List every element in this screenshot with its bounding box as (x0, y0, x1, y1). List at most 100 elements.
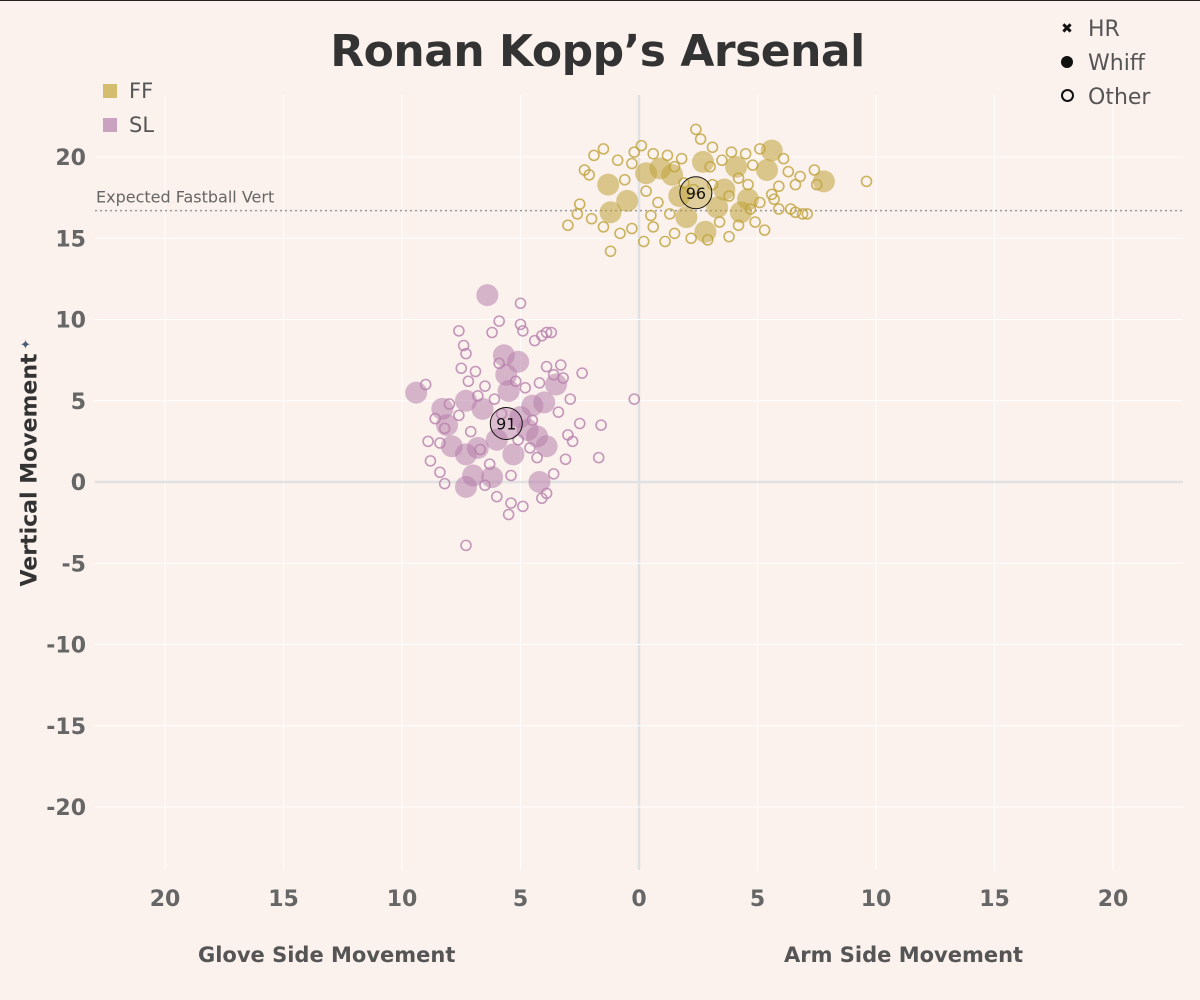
sl-other-point (526, 414, 539, 427)
sl-other-point (519, 381, 532, 394)
ff-other-point (732, 219, 745, 232)
sl-whiff-point (528, 471, 551, 493)
ff-whiff-point (812, 170, 835, 193)
ff-whiff-point (599, 201, 622, 224)
legend-item-hr[interactable]: ✖ HR (1058, 12, 1150, 46)
sl-whiff-point (436, 414, 459, 437)
x-tick-label: 20 (150, 887, 181, 912)
sl-other-point (517, 500, 529, 513)
ff-other-point (754, 196, 766, 209)
ff-other-point (573, 198, 586, 210)
ff-other-point (614, 227, 626, 240)
ff-other-point (749, 216, 761, 228)
sl-other-point (514, 318, 527, 331)
ff-other-point (768, 193, 780, 206)
ff-other-point (597, 221, 610, 233)
ff-other-point (690, 123, 702, 136)
ff-other-point (611, 154, 624, 167)
ff-other-point (713, 216, 726, 228)
ff-other-point (725, 146, 738, 158)
open-circle-icon (1058, 89, 1076, 105)
sl-other-point (559, 453, 572, 466)
ff-other-point (773, 203, 785, 215)
ff-whiff-point (635, 162, 658, 185)
ff-whiff-point (616, 189, 639, 212)
sl-other-point (573, 417, 586, 430)
sl-whiff-point (454, 389, 477, 412)
ff-other-point (664, 208, 676, 220)
sl-velocity-label: 91 (496, 415, 516, 434)
y-tick-label: 20 (55, 146, 86, 171)
ff-other-point (746, 159, 759, 171)
y-tick-label: -20 (46, 796, 86, 821)
y-tick-label: -10 (46, 634, 86, 659)
sl-other-point (460, 347, 472, 360)
data-points (405, 123, 873, 552)
sl-other-point (469, 365, 482, 378)
sl-other-point (545, 326, 558, 339)
legend-item-other[interactable]: Other (1058, 80, 1150, 114)
sl-other-point (517, 325, 529, 337)
sl-other-point (455, 362, 468, 375)
top-border (0, 0, 1200, 1)
ff-other-point (801, 208, 814, 220)
legend-item-ff[interactable]: FF (103, 74, 154, 108)
x-tick-label: 0 (631, 887, 646, 912)
filled-circle-icon (1058, 55, 1076, 71)
ff-whiff-point (694, 220, 717, 243)
ff-other-point (739, 147, 752, 160)
ff-other-point (668, 160, 681, 173)
ff-velocity-label: 96 (686, 184, 706, 203)
sl-other-point (495, 407, 508, 420)
x-axis-label-arm: Arm Side Movement (784, 943, 1024, 967)
sl-other-point (564, 393, 577, 405)
ff-other-point (578, 164, 591, 176)
legend-label-other: Other (1088, 84, 1151, 110)
pin-icon[interactable]: ✦ (20, 338, 31, 353)
sl-other-point (460, 539, 472, 552)
sl-other-point (533, 377, 546, 389)
legend-item-sl[interactable]: SL (103, 108, 154, 142)
sl-other-point (493, 315, 505, 327)
ff-other-point (687, 183, 700, 196)
ff-whiff-point (706, 196, 729, 219)
ff-other-point (637, 235, 650, 248)
ff-other-point (706, 178, 719, 191)
ff-whiff-point (755, 159, 778, 181)
sl-other-point (483, 458, 496, 470)
ff-other-point (647, 221, 660, 233)
x-mark-icon: ✖ (1061, 21, 1073, 37)
y-tick-label: 10 (55, 309, 86, 334)
sl-other-point (557, 372, 569, 384)
sl-other-point (438, 477, 451, 490)
sl-other-point (552, 406, 565, 418)
ff-whiff-point (725, 155, 748, 178)
y-tick-label: -15 (46, 715, 86, 740)
reference-line-group: Expected Fastball Vert (95, 188, 1183, 212)
ff-whiff-point (713, 178, 736, 201)
y-tick-label: 0 (71, 471, 86, 496)
ff-other-point (758, 224, 771, 236)
sl-whiff-point (476, 284, 499, 307)
ff-other-point (626, 222, 638, 235)
sl-other-point (502, 508, 515, 521)
ff-other-point (860, 175, 873, 188)
ff-other-point (742, 178, 754, 191)
sl-other-point (531, 451, 543, 464)
ff-other-point (618, 173, 631, 186)
ff-other-point (794, 170, 806, 183)
ff-other-point (744, 203, 757, 215)
sl-other-point (479, 380, 491, 392)
ff-whiff-point (661, 163, 684, 186)
ff-other-point (723, 230, 735, 243)
ff-other-point (675, 152, 688, 165)
sl-swatch (103, 118, 117, 132)
ff-average-marker (679, 176, 713, 210)
x-tick-label: 10 (387, 887, 418, 912)
legend-item-whiff[interactable]: Whiff (1058, 46, 1150, 80)
ff-other-point (628, 146, 641, 158)
sl-other-point (536, 492, 548, 505)
sl-other-point (540, 360, 553, 373)
y-tick-label: 15 (55, 227, 86, 252)
sl-other-point (474, 443, 487, 456)
